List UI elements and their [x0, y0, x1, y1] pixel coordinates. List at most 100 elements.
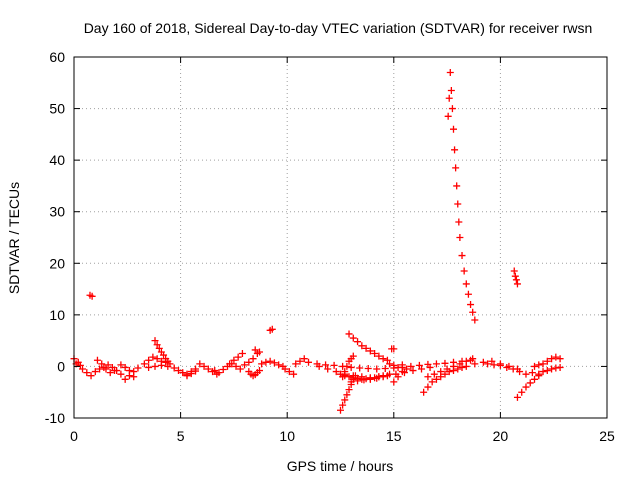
data-point [324, 365, 332, 373]
data-point [157, 361, 165, 369]
data-point [270, 359, 278, 367]
data-point [343, 362, 351, 370]
data-point [347, 363, 355, 371]
data-point [415, 361, 423, 369]
data-point [449, 125, 457, 133]
data-point [362, 344, 370, 352]
data-point [424, 383, 432, 391]
y-tick-label: 60 [49, 49, 65, 65]
grid [74, 57, 607, 418]
data-point [83, 369, 91, 377]
data-point [552, 353, 560, 361]
data-point [375, 352, 383, 360]
data-point [345, 373, 353, 381]
data-point [285, 368, 293, 376]
data-point [426, 363, 434, 371]
data-point [151, 337, 159, 345]
data-point [343, 391, 351, 399]
data-point [117, 361, 125, 369]
data-point [503, 363, 511, 371]
data-point [121, 375, 129, 383]
y-tick-label: 30 [49, 204, 65, 220]
data-point [187, 370, 195, 378]
data-point [358, 342, 366, 350]
data-point [518, 388, 526, 396]
data-point [390, 361, 398, 369]
data-point [366, 375, 374, 383]
y-tick-label: 20 [49, 255, 65, 271]
data-point [322, 361, 330, 369]
data-point [441, 359, 449, 367]
data-point [345, 330, 353, 338]
data-point [453, 182, 461, 190]
data-point [255, 348, 263, 356]
data-point [315, 362, 323, 370]
data-point [516, 368, 524, 376]
data-point [443, 365, 451, 373]
data-point [460, 267, 468, 275]
x-tick-label: 10 [279, 428, 295, 444]
data-point [531, 375, 539, 383]
chart-title: Day 160 of 2018, Sidereal Day-to-day VTE… [84, 20, 593, 36]
data-point [96, 365, 104, 373]
data-point [76, 361, 84, 369]
data-point [407, 362, 415, 370]
data-point [451, 146, 459, 154]
data-point [379, 373, 387, 381]
data-point [292, 360, 300, 368]
data-point [456, 360, 464, 368]
data-point [268, 325, 276, 333]
data-point [354, 338, 362, 346]
data-point [130, 373, 138, 381]
data-point [539, 360, 547, 368]
data-point [164, 362, 172, 370]
y-tick-label: 0 [57, 358, 65, 374]
data-point [386, 370, 394, 378]
data-point [255, 367, 263, 375]
y-tick-label: 40 [49, 152, 65, 168]
data-point [93, 356, 101, 364]
data-point [513, 393, 521, 401]
data-point [484, 360, 492, 368]
data-point [170, 364, 178, 372]
data-point [236, 365, 244, 373]
data-point [513, 280, 521, 288]
data-point [490, 361, 498, 369]
data-point [305, 358, 313, 366]
data-point [449, 362, 457, 370]
data-point [179, 369, 187, 377]
data-point [379, 355, 387, 363]
data-point [432, 360, 440, 368]
data-point [251, 346, 259, 354]
data-point [398, 361, 406, 369]
data-point [390, 345, 398, 353]
data-point [91, 368, 99, 376]
data-point [511, 272, 519, 280]
data-point [349, 334, 357, 342]
data-point [446, 68, 454, 76]
data-point [469, 355, 477, 363]
data-point [145, 363, 153, 371]
data-point [373, 365, 381, 373]
data-point [155, 344, 163, 352]
data-point [192, 367, 200, 375]
x-tick-label: 0 [70, 428, 78, 444]
data-point [174, 367, 182, 375]
data-point [230, 356, 238, 364]
data-point [145, 356, 153, 364]
data-point [87, 372, 95, 380]
data-point [351, 372, 359, 380]
plot-frame [73, 56, 608, 419]
data-point [356, 364, 364, 372]
data-point [153, 355, 161, 363]
data-point [420, 388, 428, 396]
data-point [339, 373, 347, 381]
data-point [548, 365, 556, 373]
data-point [522, 383, 530, 391]
data-point [441, 370, 449, 378]
data-point [102, 365, 110, 373]
data-point [364, 364, 372, 372]
data-point [531, 362, 539, 370]
data-point [464, 290, 472, 298]
data-point [104, 361, 112, 369]
